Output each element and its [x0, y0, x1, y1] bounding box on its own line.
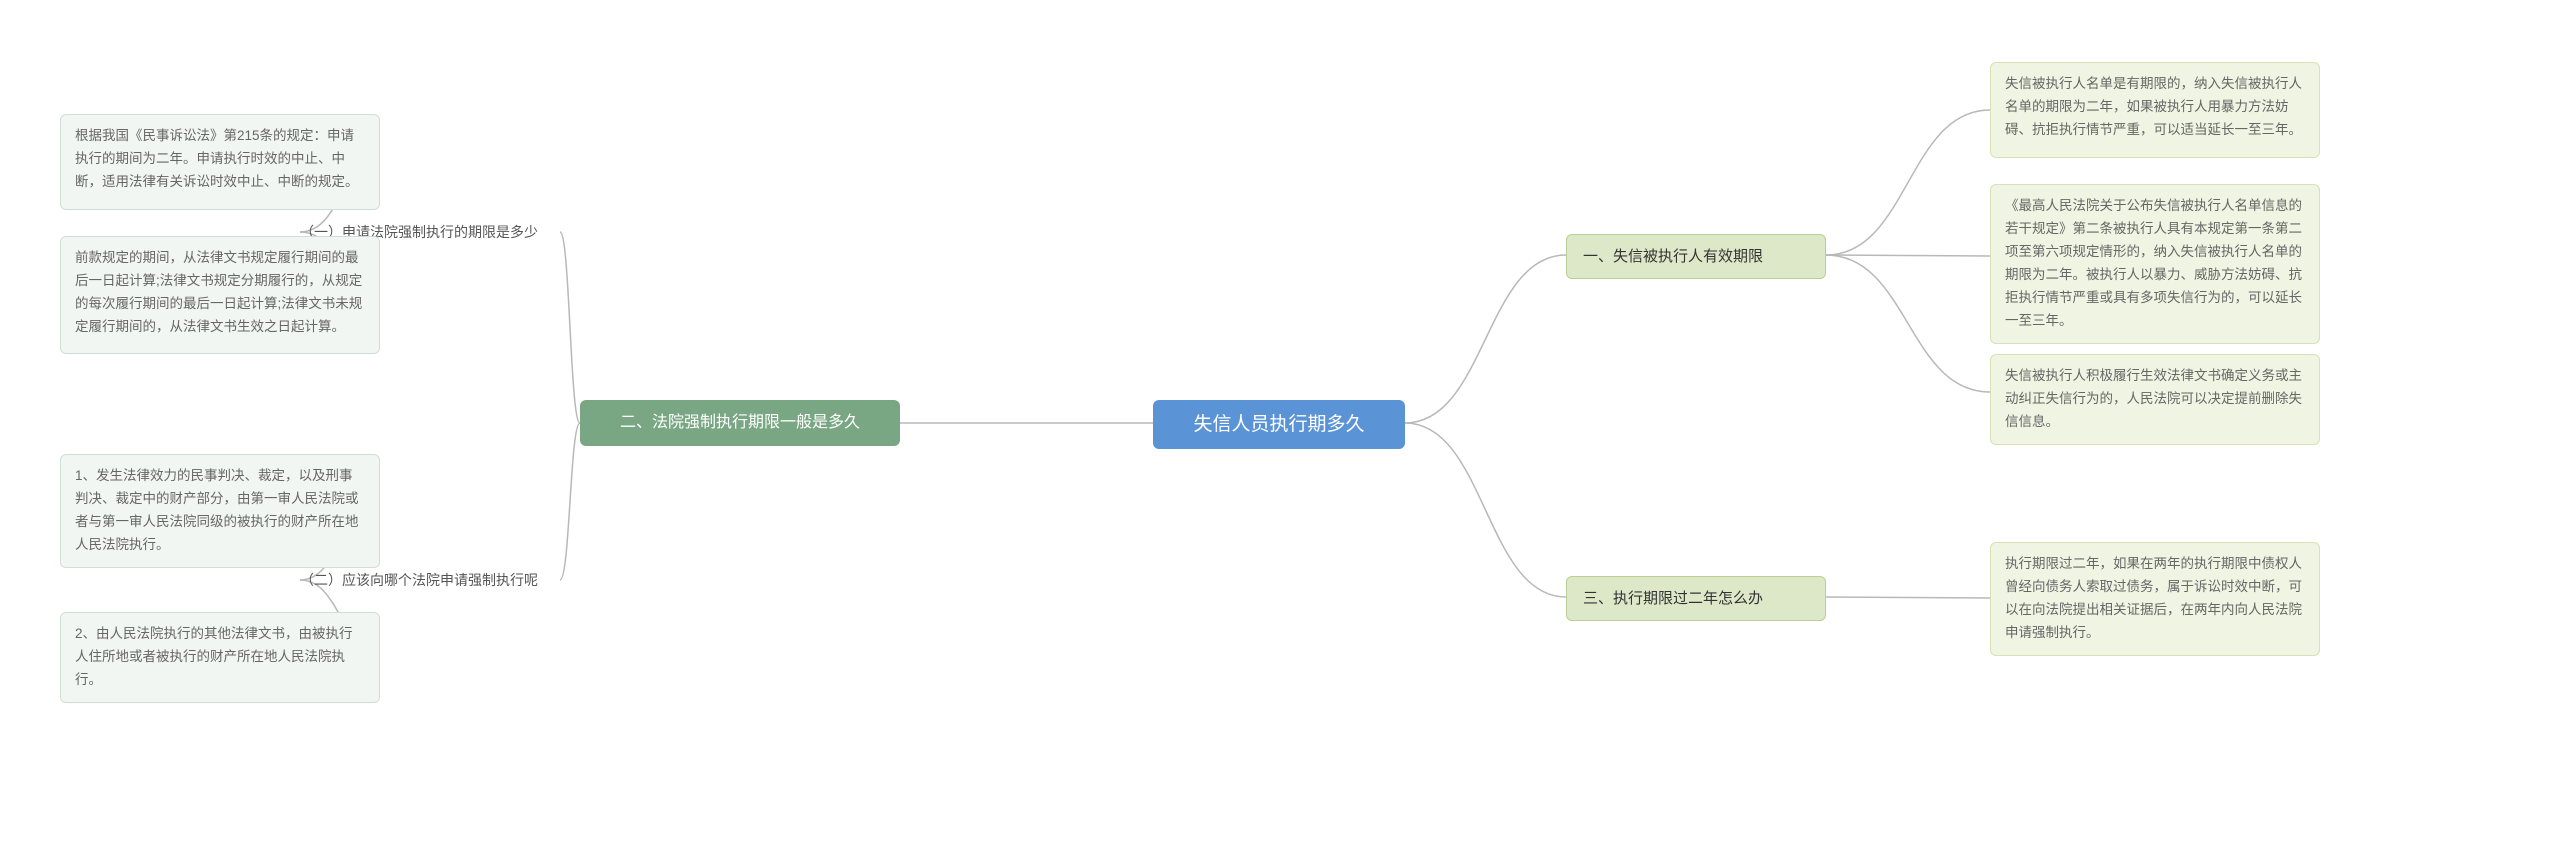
root-node[interactable]: 失信人员执行期多久 [1153, 400, 1405, 449]
branch-1-leaf-3: 失信被执行人积极履行生效法律文书确定义务或主动纠正失信行为的，人民法院可以决定提… [1990, 354, 2320, 445]
branch-2-sub-2-leaf-1: 1、发生法律效力的民事判决、裁定，以及刑事判决、裁定中的财产部分，由第一审人民法… [60, 454, 380, 568]
branch-2-node[interactable]: 二、法院强制执行期限一般是多久 [580, 400, 900, 446]
branch-2-sub-2-leaf-2: 2、由人民法院执行的其他法律文书，由被执行人住所地或者被执行的财产所在地人民法院… [60, 612, 380, 703]
branch-2-sub-2-label: （二）应该向哪个法院申请强制执行呢 [300, 570, 538, 591]
branch-2-sub-1-leaf-2: 前款规定的期间，从法律文书规定履行期间的最后一日起计算;法律文书规定分期履行的，… [60, 236, 380, 354]
branch-2-sub-1-leaf-1: 根据我国《民事诉讼法》第215条的规定：申请执行的期间为二年。申请执行时效的中止… [60, 114, 380, 210]
branch-1-leaf-1: 失信被执行人名单是有期限的，纳入失信被执行人名单的期限为二年，如果被执行人用暴力… [1990, 62, 2320, 158]
branch-3-leaf-1: 执行期限过二年，如果在两年的执行期限中债权人曾经向债务人索取过债务，属于诉讼时效… [1990, 542, 2320, 656]
branch-1-leaf-2: 《最高人民法院关于公布失信被执行人名单信息的若干规定》第二条被执行人具有本规定第… [1990, 184, 2320, 344]
branch-1-node[interactable]: 一、失信被执行人有效期限 [1566, 234, 1826, 279]
branch-3-node[interactable]: 三、执行期限过二年怎么办 [1566, 576, 1826, 621]
